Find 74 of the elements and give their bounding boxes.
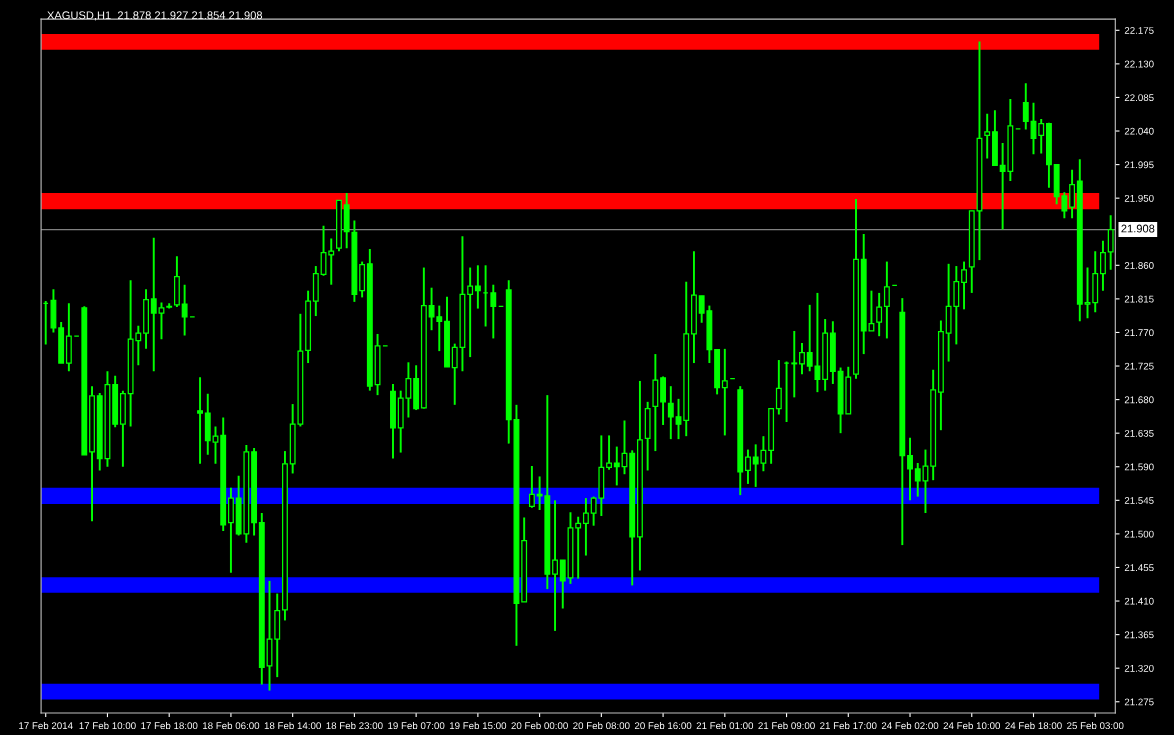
ref-line-label: 21.908 — [1121, 224, 1155, 233]
y-tick-label: 22.130 — [1124, 60, 1154, 68]
candlestick — [328, 237, 335, 286]
candlestick — [1038, 118, 1045, 155]
candlestick — [1069, 168, 1076, 220]
x-tick-label: 20 Feb 00:00 — [511, 721, 568, 730]
x-tick-label: 20 Feb 08:00 — [573, 721, 630, 730]
y-tick-label: 21.725 — [1124, 362, 1154, 370]
y-tick-label: 21.995 — [1124, 161, 1154, 169]
x-tick-label: 19 Feb 15:00 — [449, 721, 507, 730]
candlestick — [675, 397, 682, 441]
x-tick-label: 20 Feb 16:00 — [634, 721, 692, 730]
candlestick — [197, 376, 204, 465]
chart-title: XAGUSD,H1 21.878 21.927 21.854 21.908 — [47, 11, 263, 21]
candlestick — [490, 283, 497, 340]
x-tick-label: 18 Feb 06:00 — [203, 721, 260, 730]
candlestick — [660, 375, 667, 426]
x-tick-label: 24 Feb 10:00 — [943, 721, 1001, 730]
x-tick-label: 17 Feb 18:00 — [141, 721, 198, 730]
candlestick — [575, 515, 582, 580]
candlestick — [1100, 239, 1106, 292]
x-tick-label: 17 Feb 2014 — [19, 721, 73, 730]
x-tick-label: 19 Feb 07:00 — [388, 721, 445, 730]
y-tick-label: 21.815 — [1124, 295, 1154, 303]
candlestick — [150, 236, 157, 373]
candlestick — [559, 559, 566, 610]
y-tick-label: 21.770 — [1124, 329, 1154, 337]
candlestick — [1022, 82, 1029, 131]
y-tick-label: 21.500 — [1124, 530, 1154, 538]
candlestick — [474, 264, 481, 310]
candlestick — [876, 291, 883, 338]
y-tick-label: 21.455 — [1124, 564, 1154, 572]
x-tick-label: 18 Feb 14:00 — [264, 721, 321, 730]
y-tick-label: 21.590 — [1124, 463, 1154, 471]
candlestick — [984, 112, 991, 160]
y-tick-label: 21.275 — [1124, 698, 1154, 706]
candlestick — [582, 497, 589, 557]
x-tick-label: 24 Feb 02:00 — [881, 721, 939, 730]
candlestick — [775, 359, 782, 416]
candlestick — [613, 445, 620, 487]
candlestick — [961, 260, 967, 311]
candlestick — [1084, 266, 1091, 320]
x-tick-label: 21 Feb 17:00 — [820, 721, 877, 730]
y-tick-label: 21.950 — [1124, 194, 1154, 202]
y-tick-label: 21.860 — [1124, 262, 1154, 269]
x-tick-label: 21 Feb 09:00 — [758, 721, 815, 730]
y-tick-label: 22.175 — [1124, 27, 1154, 34]
y-tick-label: 21.635 — [1124, 429, 1154, 437]
x-tick-label: 25 Feb 03:00 — [1067, 721, 1124, 730]
candlestick — [721, 347, 728, 437]
candlestick — [907, 436, 913, 502]
x-tick-label: 18 Feb 23:00 — [326, 721, 383, 730]
candlestick — [528, 465, 535, 509]
candlestick — [606, 434, 613, 471]
y-tick-label: 22.085 — [1124, 94, 1154, 102]
candlestick — [667, 385, 674, 441]
y-tick-label: 21.320 — [1124, 664, 1154, 672]
candlestick — [181, 283, 188, 337]
candlestick — [799, 341, 805, 376]
y-tick-label: 21.365 — [1124, 631, 1154, 639]
x-tick-label: 24 Feb 18:00 — [1005, 721, 1062, 730]
candlestick — [883, 260, 890, 340]
y-tick-label: 22.040 — [1124, 127, 1154, 135]
candlestick — [791, 329, 798, 399]
candlestick — [158, 301, 165, 341]
x-tick-label: 21 Feb 01:00 — [696, 721, 754, 730]
candlestick — [467, 266, 474, 359]
y-tick-label: 21.410 — [1124, 597, 1154, 605]
x-tick-label: 17 Feb 10:00 — [79, 721, 136, 730]
y-tick-label: 21.545 — [1124, 497, 1154, 504]
candlestick — [1107, 214, 1114, 271]
y-tick-label: 21.680 — [1124, 396, 1154, 404]
candlestick — [745, 448, 751, 485]
candlestick — [552, 499, 558, 632]
